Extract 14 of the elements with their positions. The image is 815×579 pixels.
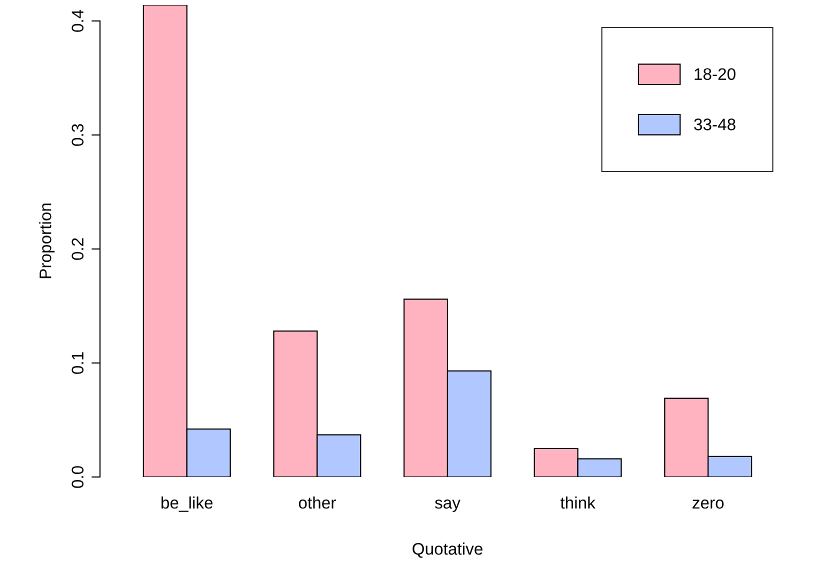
y-tick-label: 0.1 — [72, 352, 84, 374]
legend-label: 33-48 — [694, 118, 736, 130]
x-tick-label: other — [298, 496, 336, 509]
x-tick-label: think — [560, 496, 596, 509]
x-tick-label: be_like — [162, 496, 213, 512]
y-tick-label: 0.4 — [72, 10, 84, 32]
legend-label: 18-20 — [694, 68, 736, 80]
y-tick-label: 0.3 — [72, 124, 84, 146]
y-tick-label: 0.2 — [72, 238, 84, 260]
x-axis-title: Quotative — [412, 542, 482, 558]
x-tick-label: zero — [692, 500, 724, 509]
y-axis-title: Proportion — [39, 204, 55, 278]
y-tick-label: 0.0 — [72, 466, 84, 488]
x-tick-label: say — [434, 500, 460, 512]
